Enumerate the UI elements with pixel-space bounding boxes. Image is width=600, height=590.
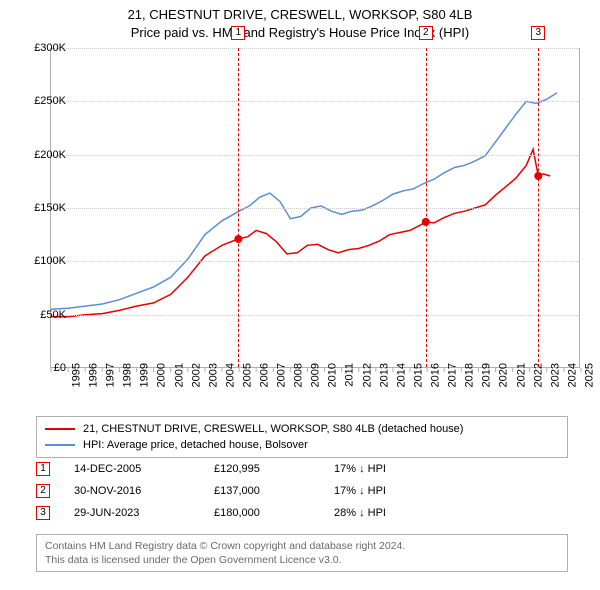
x-axis-label: 2001 — [173, 363, 185, 387]
chart-plot-area: 1995199619971998199920002001200220032004… — [50, 48, 580, 368]
series-property — [51, 149, 550, 316]
x-axis-label: 2014 — [395, 363, 407, 387]
sale-marker-badge: 1 — [231, 26, 245, 40]
sale-row-badge: 1 — [36, 462, 50, 476]
x-axis-label: 2015 — [412, 363, 424, 387]
gridline — [51, 315, 579, 316]
x-axis-label: 1996 — [88, 363, 100, 387]
x-axis-label: 1997 — [105, 363, 117, 387]
x-axis-label: 2016 — [430, 363, 442, 387]
gridline — [51, 208, 579, 209]
legend: 21, CHESTNUT DRIVE, CRESWELL, WORKSOP, S… — [36, 416, 568, 458]
x-axis-label: 2002 — [190, 363, 202, 387]
x-axis-label: 2006 — [259, 363, 271, 387]
x-axis-label: 2009 — [310, 363, 322, 387]
x-axis-label: 2020 — [498, 363, 510, 387]
legend-swatch — [45, 444, 75, 446]
x-axis-label: 2005 — [241, 363, 253, 387]
sale-marker-line — [426, 48, 427, 367]
sale-date: 14-DEC-2005 — [74, 463, 214, 475]
y-axis-label: £150K — [22, 202, 66, 214]
x-axis-label: 2021 — [515, 363, 527, 387]
gridline — [51, 155, 579, 156]
x-axis-label: 2007 — [276, 363, 288, 387]
x-axis-label: 1998 — [122, 363, 134, 387]
legend-label: 21, CHESTNUT DRIVE, CRESWELL, WORKSOP, S… — [83, 423, 463, 435]
legend-item-hpi: HPI: Average price, detached house, Bols… — [45, 437, 559, 453]
footer-attribution: Contains HM Land Registry data © Crown c… — [36, 534, 568, 572]
x-axis-label: 2011 — [343, 363, 355, 387]
x-axis-label: 2003 — [207, 363, 219, 387]
sale-marker-line — [238, 48, 239, 367]
sales-table: 1 14-DEC-2005£120,99517% ↓ HPI 2 30-NOV-201… — [36, 458, 568, 524]
sale-price: £120,995 — [214, 463, 334, 475]
x-axis-label: 2024 — [566, 363, 578, 387]
sale-row-badge: 3 — [36, 506, 50, 520]
sale-row: 2 30-NOV-2016£137,00017% ↓ HPI — [36, 480, 568, 502]
x-axis-label: 2004 — [224, 363, 236, 387]
x-axis-label: 2023 — [549, 363, 561, 387]
x-axis-label: 2000 — [156, 363, 168, 387]
x-axis-label: 1995 — [70, 363, 82, 387]
sale-row-badge: 2 — [36, 484, 50, 498]
x-axis-label: 2019 — [481, 363, 493, 387]
title-block: 21, CHESTNUT DRIVE, CRESWELL, WORKSOP, S… — [0, 0, 600, 44]
sale-marker-badge: 3 — [531, 26, 545, 40]
y-axis-label: £200K — [22, 149, 66, 161]
gridline — [51, 48, 579, 49]
sale-date: 29-JUN-2023 — [74, 507, 214, 519]
sale-row: 3 29-JUN-2023£180,00028% ↓ HPI — [36, 502, 568, 524]
legend-item-property: 21, CHESTNUT DRIVE, CRESWELL, WORKSOP, S… — [45, 421, 559, 437]
legend-label: HPI: Average price, detached house, Bols… — [83, 439, 308, 451]
y-axis-label: £300K — [22, 42, 66, 54]
x-axis-label: 2013 — [378, 363, 390, 387]
sale-diff: 17% ↓ HPI — [334, 485, 454, 497]
chart-container: 21, CHESTNUT DRIVE, CRESWELL, WORKSOP, S… — [0, 0, 600, 590]
title-address: 21, CHESTNUT DRIVE, CRESWELL, WORKSOP, S… — [0, 6, 600, 24]
x-axis-label: 1999 — [139, 363, 151, 387]
title-subtitle: Price paid vs. HM Land Registry's House … — [0, 24, 600, 42]
sale-price: £180,000 — [214, 507, 334, 519]
sale-diff: 28% ↓ HPI — [334, 507, 454, 519]
y-axis-label: £100K — [22, 255, 66, 267]
x-axis-label: 2008 — [293, 363, 305, 387]
x-axis-label: 2018 — [464, 363, 476, 387]
sale-marker-line — [538, 48, 539, 367]
sale-marker-badge: 2 — [419, 26, 433, 40]
y-axis-label: £250K — [22, 95, 66, 107]
y-axis-label: £0 — [22, 362, 66, 374]
footer-line: Contains HM Land Registry data © Crown c… — [45, 539, 559, 553]
footer-line: This data is licensed under the Open Gov… — [45, 553, 559, 567]
y-axis-label: £50K — [22, 309, 66, 321]
gridline — [51, 101, 579, 102]
series-hpi — [51, 93, 557, 309]
legend-swatch — [45, 428, 75, 430]
x-axis-label: 2012 — [361, 363, 373, 387]
gridline — [51, 261, 579, 262]
sale-date: 30-NOV-2016 — [74, 485, 214, 497]
x-axis-label: 2010 — [327, 363, 339, 387]
sale-price: £137,000 — [214, 485, 334, 497]
sale-diff: 17% ↓ HPI — [334, 463, 454, 475]
sale-row: 1 14-DEC-2005£120,99517% ↓ HPI — [36, 458, 568, 480]
x-axis-label: 2017 — [447, 363, 459, 387]
x-axis-label: 2025 — [583, 363, 595, 387]
